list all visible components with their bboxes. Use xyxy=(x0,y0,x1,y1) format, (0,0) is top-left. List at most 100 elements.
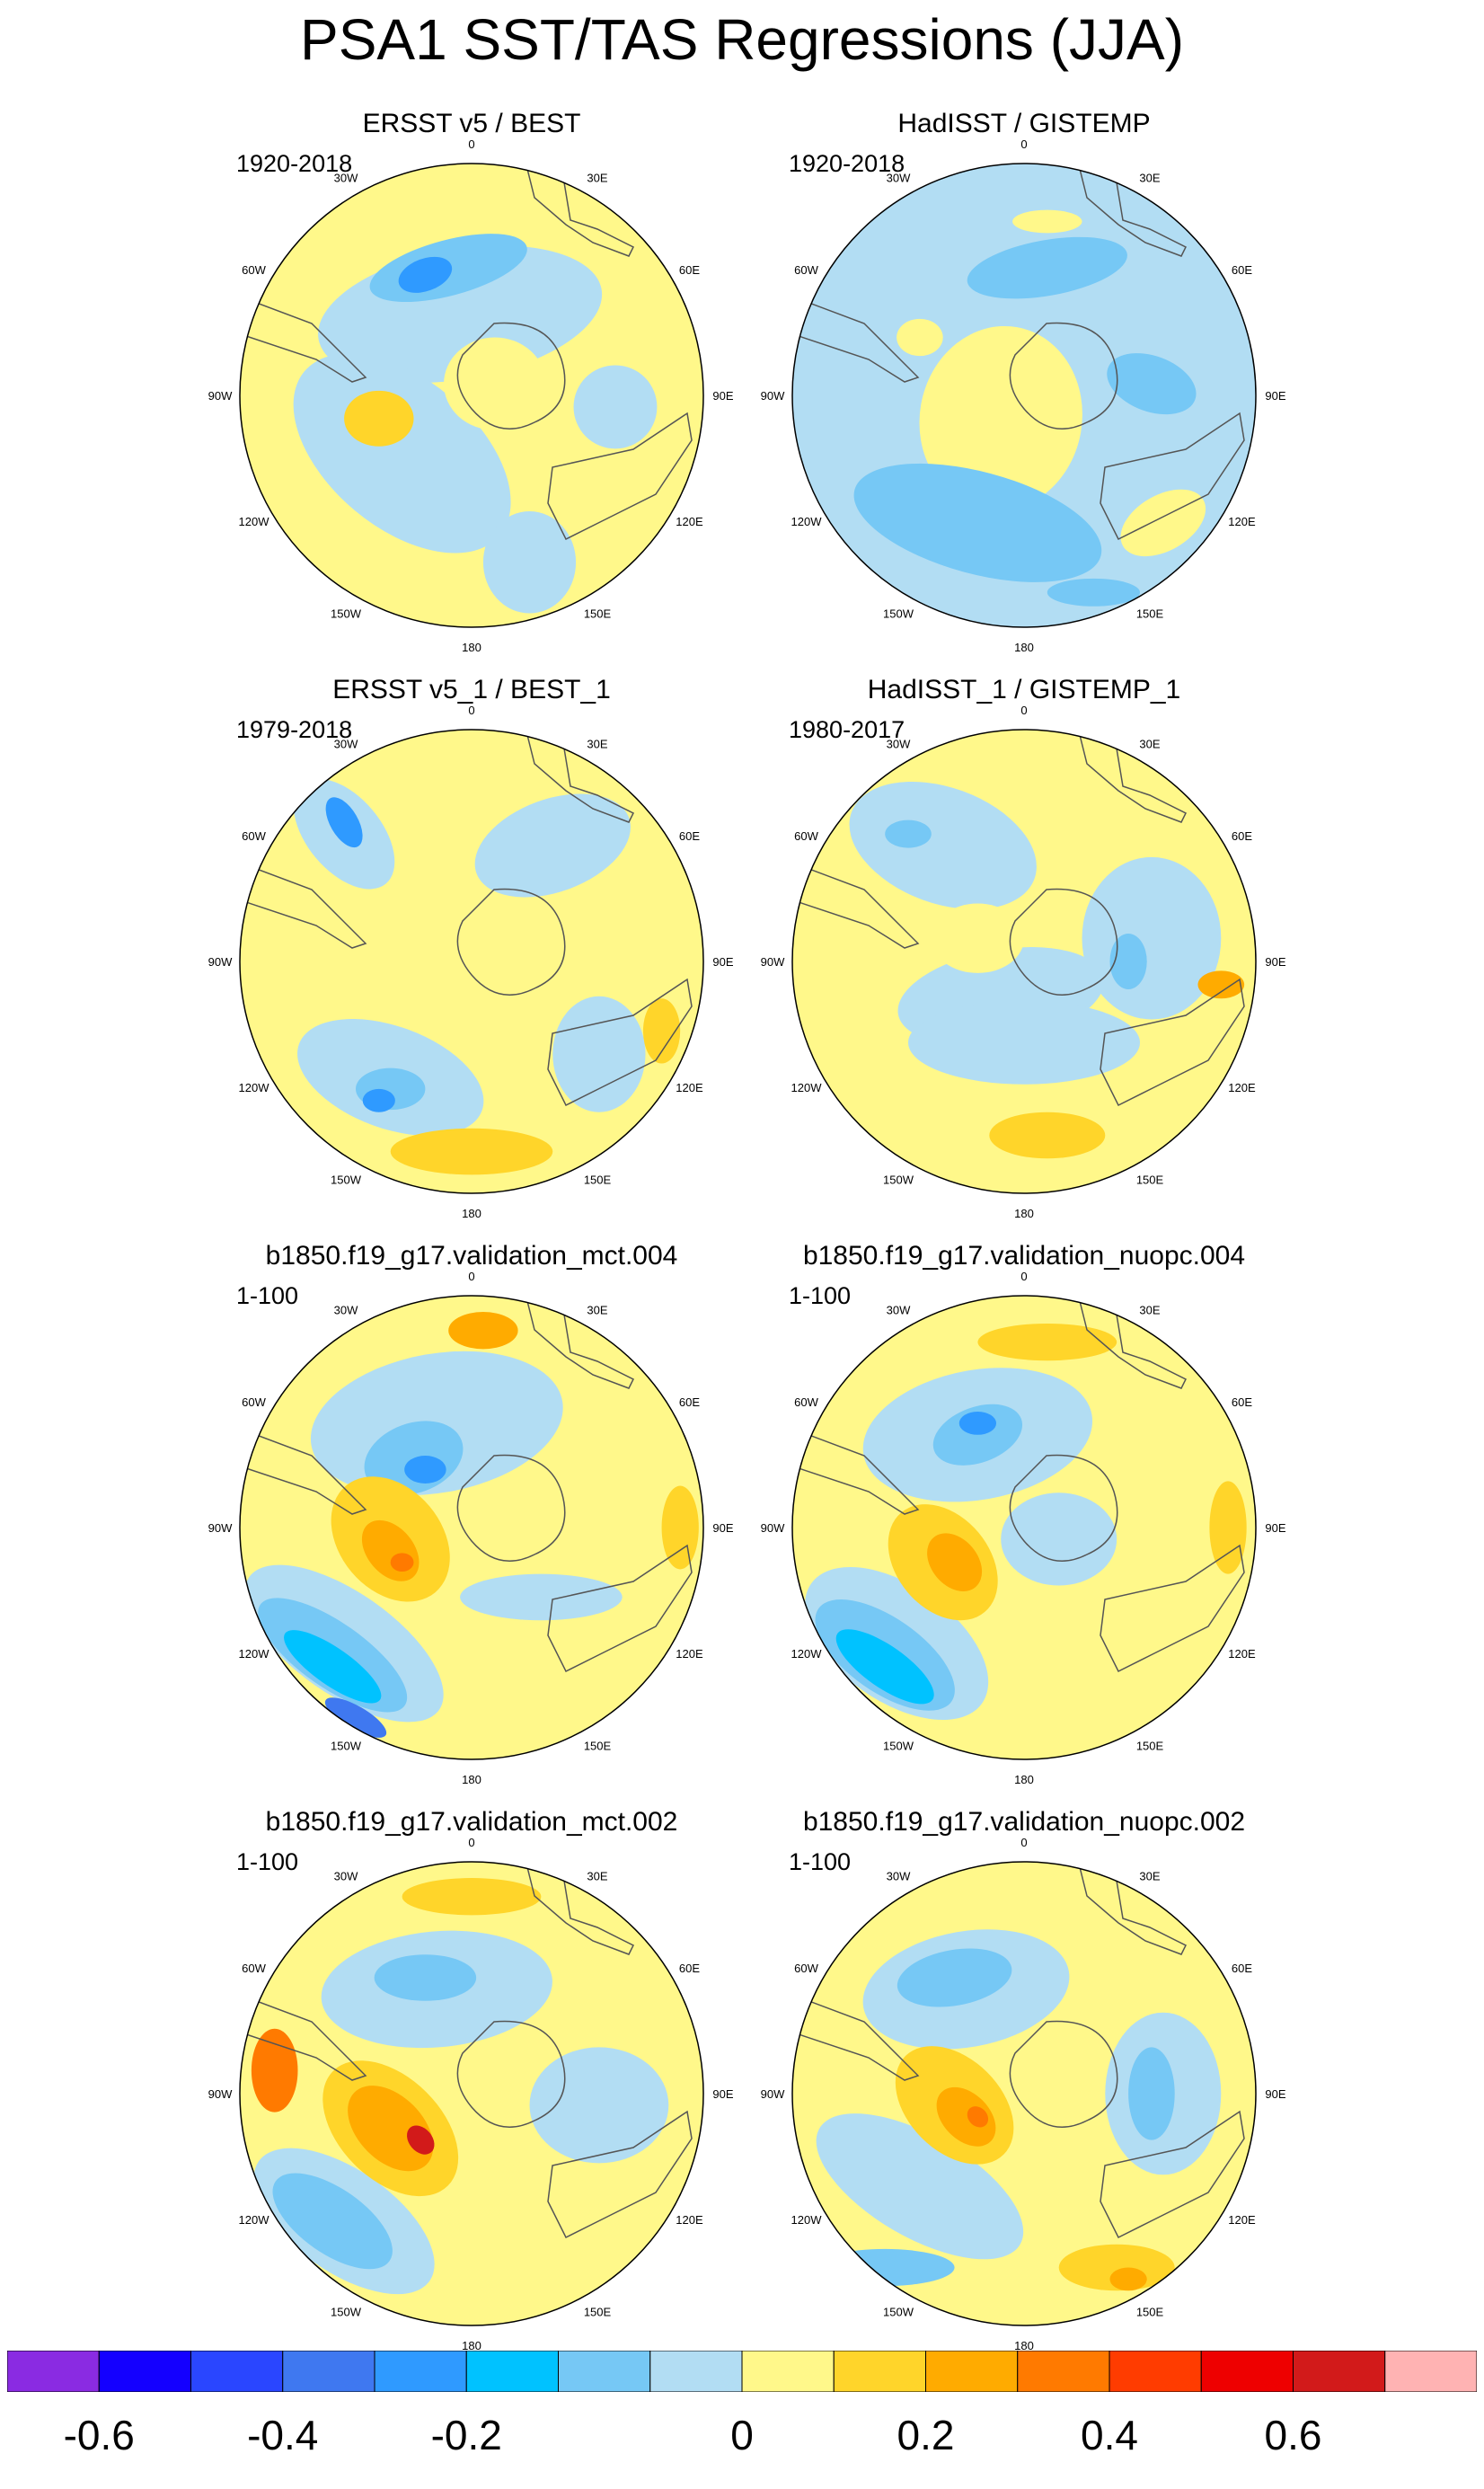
longitude-label: 180 xyxy=(1014,2339,1034,2352)
continent-outline xyxy=(240,1296,693,1673)
panel-title: b1850.f19_g17.validation_mct.002 xyxy=(265,1807,678,1837)
polar-map: 0 30E 60E 90E 120E 150E 180 150W 120W 90W 60W 30W xyxy=(208,704,734,1220)
colorbar-swatch xyxy=(282,2351,375,2392)
longitude-label: 60W xyxy=(242,1962,266,1975)
longitude-label: 150W xyxy=(331,607,362,620)
longitude-label: 120E xyxy=(1228,515,1256,528)
longitude-label: 0 xyxy=(1020,704,1027,717)
panel-title: HadISST_1 / GISTEMP_1 xyxy=(867,675,1181,704)
longitude-label: 120W xyxy=(791,1647,823,1661)
anomaly-field xyxy=(792,164,1256,627)
longitude-label: 180 xyxy=(462,1773,481,1786)
panel-period: 1-100 xyxy=(236,1282,299,1309)
longitude-label: 90W xyxy=(208,955,233,969)
longitude-label: 150E xyxy=(584,607,612,620)
map-border xyxy=(239,1861,704,2326)
colorbar-swatch xyxy=(1109,2351,1202,2392)
longitude-label: 60E xyxy=(1232,263,1252,277)
longitude-label: 30E xyxy=(1139,172,1160,185)
longitude-label: 150W xyxy=(883,1739,914,1752)
longitude-label: 60E xyxy=(679,829,700,843)
map-border xyxy=(791,1861,1257,2326)
map-panel: HadISST / GISTEMP 1920-2018 0 30E 60E 90E 120E… xyxy=(555,108,1480,654)
panel-period: 1-100 xyxy=(789,1848,852,1875)
longitude-label: 90W xyxy=(761,1521,785,1535)
longitude-label: 30E xyxy=(1139,738,1160,751)
continent-outline xyxy=(792,730,1245,1107)
longitude-label: 90E xyxy=(712,955,733,969)
colorbar xyxy=(7,2351,1477,2392)
longitude-label: 30W xyxy=(334,172,358,185)
longitude-label: 180 xyxy=(462,2339,481,2352)
longitude-label: 60W xyxy=(242,829,266,843)
polar-map: 0 30E 60E 90E 120E 150E 180 150W 120W 90W 60W 30W xyxy=(208,1270,734,1786)
colorbar-swatch xyxy=(1017,2351,1110,2392)
panel-period: 1920-2018 xyxy=(236,150,353,177)
longitude-label: 90E xyxy=(1265,1521,1285,1535)
longitude-label: 90E xyxy=(1265,2087,1285,2101)
colorbar-swatch xyxy=(925,2351,1019,2392)
longitude-label: 90W xyxy=(208,1521,233,1535)
continent-outline xyxy=(792,1296,1245,1673)
longitude-label: 60E xyxy=(1232,829,1252,843)
colorbar-swatch xyxy=(833,2351,926,2392)
anomaly-field xyxy=(240,1296,703,1759)
colorbar-swatch xyxy=(7,2351,100,2392)
colorbar-label: 0.2 xyxy=(897,2412,955,2458)
longitude-label: 150W xyxy=(331,2305,362,2318)
longitude-label: 60W xyxy=(242,263,266,277)
longitude-label: 120W xyxy=(791,515,823,528)
longitude-label: 30W xyxy=(334,1304,358,1317)
longitude-label: 60W xyxy=(242,1395,266,1409)
panel-period: 1979-2018 xyxy=(236,716,353,743)
colorbar-swatch xyxy=(1384,2351,1477,2392)
panel-title: HadISST / GISTEMP xyxy=(897,109,1151,138)
longitude-label: 90W xyxy=(208,389,233,403)
longitude-label: 90W xyxy=(761,2087,785,2101)
longitude-label: 150W xyxy=(883,2305,914,2318)
longitude-label: 120W xyxy=(239,2213,270,2227)
longitude-label: 150E xyxy=(584,1173,612,1186)
anomaly-field xyxy=(240,1862,703,2325)
longitude-label: 120W xyxy=(239,1081,270,1094)
longitude-label: 120E xyxy=(676,2213,703,2227)
continent-outline xyxy=(240,730,693,1107)
longitude-label: 90E xyxy=(712,1521,733,1535)
longitude-label: 180 xyxy=(1014,641,1034,654)
map-border xyxy=(791,1295,1257,1760)
anomaly-field xyxy=(240,164,703,627)
polar-map: 0 30E 60E 90E 120E 150E 180 150W 120W 90W 60W 30W xyxy=(208,137,734,654)
longitude-label: 120W xyxy=(239,1647,270,1661)
longitude-label: 90E xyxy=(712,2087,733,2101)
longitude-label: 150W xyxy=(883,607,914,620)
panel-period: 1980-2017 xyxy=(789,716,905,743)
longitude-label: 0 xyxy=(1020,137,1027,151)
longitude-label: 120W xyxy=(791,1081,823,1094)
continent-outline xyxy=(240,1862,693,2239)
longitude-label: 30E xyxy=(1139,1304,1160,1317)
longitude-label: 150W xyxy=(883,1173,914,1186)
panel-title: b1850.f19_g17.validation_nuopc.002 xyxy=(802,1807,1246,1837)
map-border xyxy=(239,729,704,1194)
colorbar-label: 0 xyxy=(730,2412,754,2458)
colorbar-swatch xyxy=(1293,2351,1386,2392)
polar-map: 0 30E 60E 90E 120E 150E 180 150W 120W 90W 60W 30W xyxy=(208,1836,734,2352)
longitude-label: 150W xyxy=(331,1173,362,1186)
longitude-label: 120E xyxy=(1228,1647,1256,1661)
map-panel: b1850.f19_g17.validation_nuopc.002 1-100 0… xyxy=(555,1806,1480,2352)
colorbar-swatch xyxy=(98,2351,191,2392)
panel-title: b1850.f19_g17.validation_nuopc.004 xyxy=(802,1241,1246,1271)
map-border xyxy=(791,729,1257,1194)
longitude-label: 120E xyxy=(676,515,703,528)
longitude-label: 120E xyxy=(1228,2213,1256,2227)
longitude-label: 0 xyxy=(468,704,474,717)
longitude-label: 150E xyxy=(1136,1173,1164,1186)
longitude-label: 60W xyxy=(794,829,818,843)
colorbar-label: -0.4 xyxy=(247,2412,319,2458)
colorbar-label: -0.2 xyxy=(430,2412,502,2458)
longitude-label: 90W xyxy=(761,955,785,969)
longitude-label: 120E xyxy=(1228,1081,1256,1094)
map-border xyxy=(239,163,704,628)
anomaly-field xyxy=(792,730,1256,1193)
panel-period: 1-100 xyxy=(236,1848,299,1875)
